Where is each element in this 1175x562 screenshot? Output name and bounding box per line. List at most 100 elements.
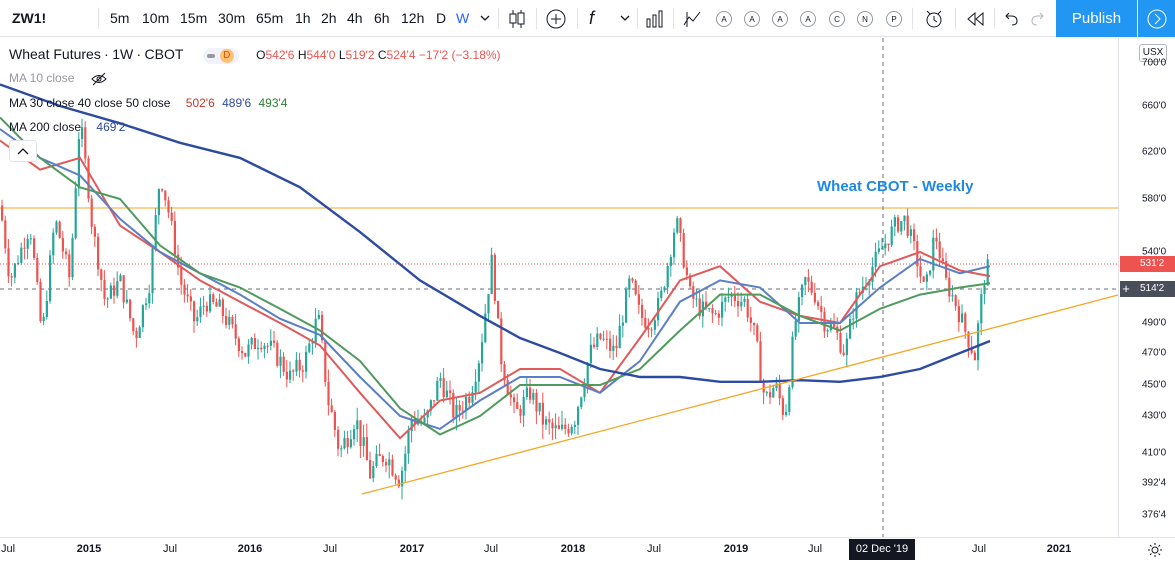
candle-body [449, 390, 452, 393]
publish-button[interactable]: Publish [1056, 0, 1137, 37]
alert-badge[interactable]: A [716, 11, 732, 27]
candle-body [97, 236, 100, 270]
ma200-legend[interactable]: MA 200 close 469'2 [9, 120, 125, 134]
candle-body [385, 462, 388, 466]
candle-body [673, 232, 676, 258]
candle-body [125, 299, 128, 303]
divider [98, 8, 99, 29]
candle-body [391, 459, 394, 476]
interval-15m[interactable]: 15m [180, 10, 208, 26]
candle-body [977, 323, 980, 361]
alert-badge[interactable]: A [744, 11, 760, 27]
candle-body [484, 313, 487, 343]
ma-multi-legend[interactable]: MA 30 close 40 close 50 close 502'6 489'… [9, 96, 291, 110]
chevron-down-icon[interactable] [480, 14, 490, 22]
interval-10m[interactable]: 10m [142, 10, 170, 26]
interval-65m[interactable]: 65m [256, 10, 284, 26]
candle-body [628, 278, 631, 290]
candle-body [212, 294, 215, 302]
time-axis[interactable] [0, 537, 1175, 562]
chart-annotation[interactable]: Wheat CBOT - Weekly [817, 178, 974, 195]
candle-body [669, 257, 672, 266]
candle-body [583, 385, 586, 398]
add-alert-plus-icon[interactable]: + [1122, 281, 1130, 296]
candle-body [269, 340, 272, 346]
price-axis-label: 392'4 [1142, 477, 1167, 489]
alert-badge[interactable]: A [800, 11, 816, 27]
interval-5m[interactable]: 5m [110, 10, 130, 26]
price-chart[interactable] [0, 38, 1118, 537]
candle-body [737, 301, 740, 307]
candle-body [458, 405, 461, 411]
hidden-eye-icon[interactable] [90, 72, 108, 86]
candle-body [362, 437, 365, 446]
divider [577, 8, 578, 29]
candle-body [586, 363, 589, 386]
candle-body [868, 282, 871, 286]
alert-badge[interactable]: P [886, 11, 902, 27]
candle-body [279, 356, 282, 366]
interval-d[interactable]: D [436, 10, 447, 26]
symbol-search[interactable]: ZW1! [12, 10, 47, 26]
sidebar-toggle-button[interactable] [1138, 0, 1175, 37]
alarm-clock-icon[interactable] [923, 8, 945, 30]
candle-body [653, 320, 656, 330]
candle-body [445, 390, 448, 398]
candle-body [660, 290, 663, 298]
candle-body [938, 241, 941, 259]
candle-body [625, 289, 628, 323]
candle-body [970, 347, 973, 353]
last-price-tag: 531'2 [1120, 256, 1175, 272]
compare-icon[interactable] [682, 9, 702, 29]
add-indicator-icon[interactable] [545, 8, 567, 30]
alert-badge[interactable]: A [772, 11, 788, 27]
candle-body [161, 189, 164, 191]
settings-gear-icon[interactable] [1147, 542, 1163, 558]
undo-icon[interactable] [1002, 10, 1020, 28]
divider [955, 8, 956, 29]
data-status-badge[interactable]: D [202, 47, 239, 64]
interval-2h[interactable]: 2h [321, 10, 337, 26]
candles-icon[interactable] [507, 8, 527, 30]
candle-body [657, 298, 660, 321]
candle-body [353, 429, 356, 440]
candle-body [442, 378, 445, 397]
ma10-legend[interactable]: MA 10 close [9, 71, 108, 86]
interval-w[interactable]: W [456, 10, 470, 26]
redo-icon[interactable] [1029, 10, 1047, 28]
interval-1h[interactable]: 1h [295, 10, 311, 26]
candle-body [145, 303, 148, 306]
candle-body [692, 286, 695, 299]
currency-label[interactable]: USX [1139, 44, 1167, 62]
chevron-down-icon[interactable] [620, 14, 630, 22]
price-axis-label: 540'0 [1142, 246, 1167, 258]
candle-body [503, 364, 506, 381]
interval-4h[interactable]: 4h [347, 10, 363, 26]
alert-badge[interactable]: C [829, 11, 845, 27]
candle-body [874, 251, 877, 267]
financials-icon[interactable] [645, 9, 665, 29]
low-label: L [338, 48, 346, 62]
candle-body [801, 284, 804, 298]
candle-body [52, 232, 55, 256]
candle-body [244, 353, 247, 357]
candle-body [298, 359, 301, 371]
interval-6h[interactable]: 6h [374, 10, 390, 26]
candle-body [605, 338, 608, 340]
replay-icon[interactable] [965, 10, 987, 28]
candle-body [148, 293, 151, 304]
candle-body [113, 285, 116, 296]
candle-body [881, 248, 884, 250]
indicators-fx-icon[interactable]: f [589, 8, 595, 28]
interval-30m[interactable]: 30m [218, 10, 246, 26]
interval-12h[interactable]: 12h [401, 10, 425, 26]
candle-body [215, 302, 218, 307]
candle-body [839, 332, 842, 353]
time-axis-label: 2017 [399, 543, 425, 555]
ohlc-values: O542'6 H544'0 L519'2 C524'4 −17'2 (−3.18… [256, 48, 500, 62]
collapse-legend-button[interactable] [9, 140, 37, 162]
candle-body [36, 258, 39, 283]
candle-body [551, 422, 554, 429]
price-axis[interactable]: USX [1118, 38, 1175, 537]
alert-badge[interactable]: N [857, 11, 873, 27]
